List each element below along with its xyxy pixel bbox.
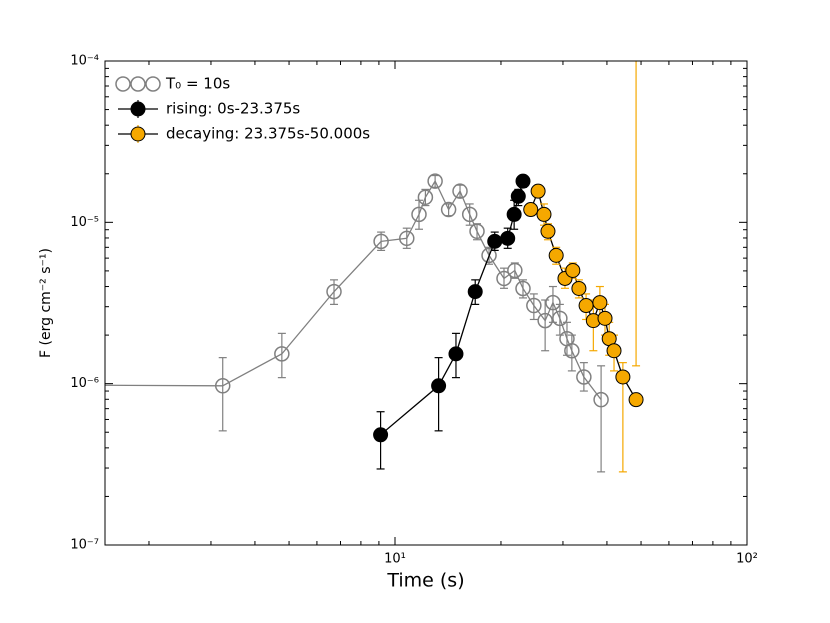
error-bar xyxy=(330,279,339,305)
data-point xyxy=(597,310,613,326)
data-point xyxy=(507,262,523,279)
data-point xyxy=(565,262,581,278)
error-bar xyxy=(421,188,430,207)
data-point xyxy=(417,189,434,206)
y-tick-label: 10⁻⁵ xyxy=(70,215,99,230)
series-line xyxy=(380,180,524,436)
data-point xyxy=(440,201,457,218)
data-point xyxy=(506,206,522,222)
data-point xyxy=(576,369,592,385)
data-point xyxy=(628,392,644,408)
data-point xyxy=(615,369,631,385)
data-point xyxy=(274,346,290,362)
data-point xyxy=(469,223,485,240)
data-point xyxy=(481,247,497,264)
error-bar xyxy=(597,365,606,473)
plot-area xyxy=(105,61,644,473)
data-point xyxy=(510,188,526,204)
y-tick-label: 10⁻⁴ xyxy=(70,54,99,69)
data-point xyxy=(448,346,464,362)
data-point xyxy=(526,297,542,314)
data-point xyxy=(431,378,447,394)
legend-label: T₀ = 10s xyxy=(165,75,230,93)
legend-marker xyxy=(115,76,131,92)
legend-label: rising: 0s-23.375s xyxy=(166,100,300,118)
legend-label: decaying: 23.375s-50.000s xyxy=(166,125,370,143)
plot-frame xyxy=(104,60,748,546)
error-bar xyxy=(218,357,227,432)
data-point xyxy=(536,206,552,222)
data-point xyxy=(373,233,389,250)
data-point xyxy=(571,280,587,296)
data-point xyxy=(411,206,427,223)
error-bar xyxy=(415,199,424,230)
data-point xyxy=(427,173,443,189)
data-point xyxy=(530,183,546,199)
data-point xyxy=(500,230,516,246)
data-point xyxy=(552,310,568,327)
data-point xyxy=(578,298,594,314)
error-bar xyxy=(567,334,576,372)
error-bar xyxy=(277,332,286,379)
error-bar xyxy=(579,362,588,392)
legend-marker xyxy=(145,76,161,92)
data-point xyxy=(537,312,553,329)
legend-marker xyxy=(130,126,146,142)
legend-marker xyxy=(130,76,146,92)
data-point xyxy=(564,342,580,359)
error-bar xyxy=(377,231,386,251)
data-point xyxy=(214,378,231,394)
y-tick-label: 10⁻⁷ xyxy=(70,538,99,553)
data-point xyxy=(515,280,531,297)
data-point xyxy=(487,233,503,249)
error-bar xyxy=(434,357,443,432)
data-point xyxy=(593,391,609,408)
data-point xyxy=(467,284,483,300)
x-tick-label: 10² xyxy=(736,552,758,567)
data-point xyxy=(399,230,415,247)
data-point xyxy=(540,223,556,239)
error-bar xyxy=(529,293,538,321)
data-point xyxy=(496,270,512,287)
data-point xyxy=(452,183,468,199)
data-point xyxy=(326,283,342,300)
y-axis-label: F (erg cm⁻² s⁻¹) xyxy=(38,248,54,358)
x-axis-label: Time (s) xyxy=(386,570,464,592)
data-point xyxy=(606,343,622,359)
data-point xyxy=(515,173,531,189)
data-point xyxy=(548,247,564,263)
data-point xyxy=(461,206,478,223)
data-point xyxy=(592,295,608,311)
y-tick-label: 10⁻⁶ xyxy=(70,376,99,391)
error-bar xyxy=(541,299,550,352)
data-point xyxy=(373,427,389,443)
x-tick-label: 10¹ xyxy=(384,552,406,567)
error-bar xyxy=(632,61,641,367)
legend-marker xyxy=(130,101,146,117)
data-point xyxy=(523,202,539,218)
data-point xyxy=(545,294,561,311)
